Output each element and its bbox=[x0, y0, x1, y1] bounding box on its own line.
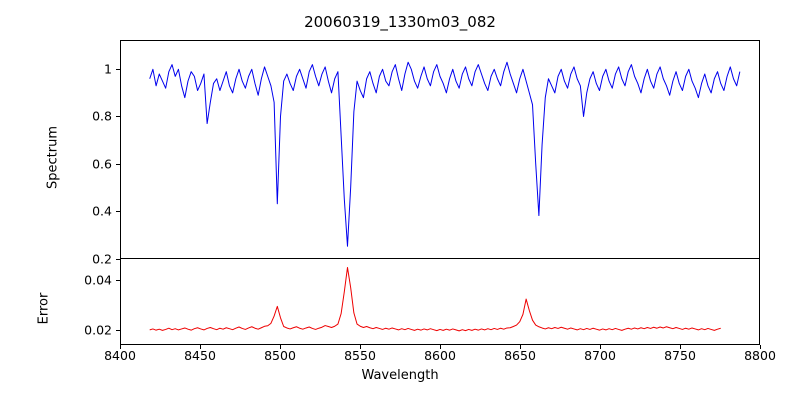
xtick-label: 8450 bbox=[184, 348, 216, 363]
xtick-mark bbox=[520, 345, 522, 349]
xtick-label: 8750 bbox=[664, 348, 696, 363]
xtick-mark bbox=[440, 345, 442, 349]
xtick-mark bbox=[680, 345, 682, 349]
xtick-mark bbox=[360, 345, 362, 349]
spectrum-panel-ytick-mark bbox=[116, 116, 120, 118]
spectrum-panel-ytick-label: 0.2 bbox=[92, 251, 112, 267]
spectrum-panel-ytick-mark bbox=[116, 259, 120, 261]
error-panel-ytick-mark bbox=[116, 280, 120, 282]
spectrum-panel-ytick-mark bbox=[116, 211, 120, 213]
xtick-mark bbox=[120, 345, 122, 349]
error-line-plot bbox=[121, 259, 759, 344]
spectrum-line-plot bbox=[121, 41, 759, 258]
xtick-mark bbox=[600, 345, 602, 349]
x-axis-label-wavelength: Wavelength bbox=[361, 368, 439, 383]
spectrum-panel-ytick-label: 1 bbox=[104, 61, 112, 77]
error-panel-ytick-label: 0.04 bbox=[84, 272, 112, 288]
spectrum-axes bbox=[120, 40, 760, 259]
xtick-label: 8400 bbox=[104, 348, 136, 363]
xtick-label: 8800 bbox=[744, 348, 776, 363]
spectrum-panel-trace bbox=[150, 62, 740, 246]
error-panel-ytick-mark bbox=[116, 330, 120, 332]
xtick-mark bbox=[280, 345, 282, 349]
xtick-label: 8700 bbox=[584, 348, 616, 363]
xtick-mark bbox=[200, 345, 202, 349]
error-panel-ytick-label: 0.02 bbox=[84, 322, 112, 338]
figure-title: 20060319_1330m03_082 bbox=[304, 13, 496, 31]
spectrum-panel-ytick-mark bbox=[116, 68, 120, 70]
spectrum-panel-ytick-label: 0.4 bbox=[92, 203, 112, 219]
y-axis-label-spectrum: Spectrum bbox=[45, 126, 61, 189]
xtick-label: 8500 bbox=[264, 348, 296, 363]
spectrum-panel-ytick-mark bbox=[116, 163, 120, 165]
spectrum-panel-ytick-label: 0.8 bbox=[92, 108, 112, 124]
xtick-label: 8650 bbox=[504, 348, 536, 363]
y-axis-label-error: Error bbox=[36, 292, 52, 325]
error-panel-trace bbox=[150, 268, 721, 331]
xtick-mark bbox=[760, 345, 762, 349]
xtick-label: 8600 bbox=[424, 348, 456, 363]
xtick-label: 8550 bbox=[344, 348, 376, 363]
spectrum-panel-ytick-label: 0.6 bbox=[92, 156, 112, 172]
error-axes bbox=[120, 258, 760, 345]
